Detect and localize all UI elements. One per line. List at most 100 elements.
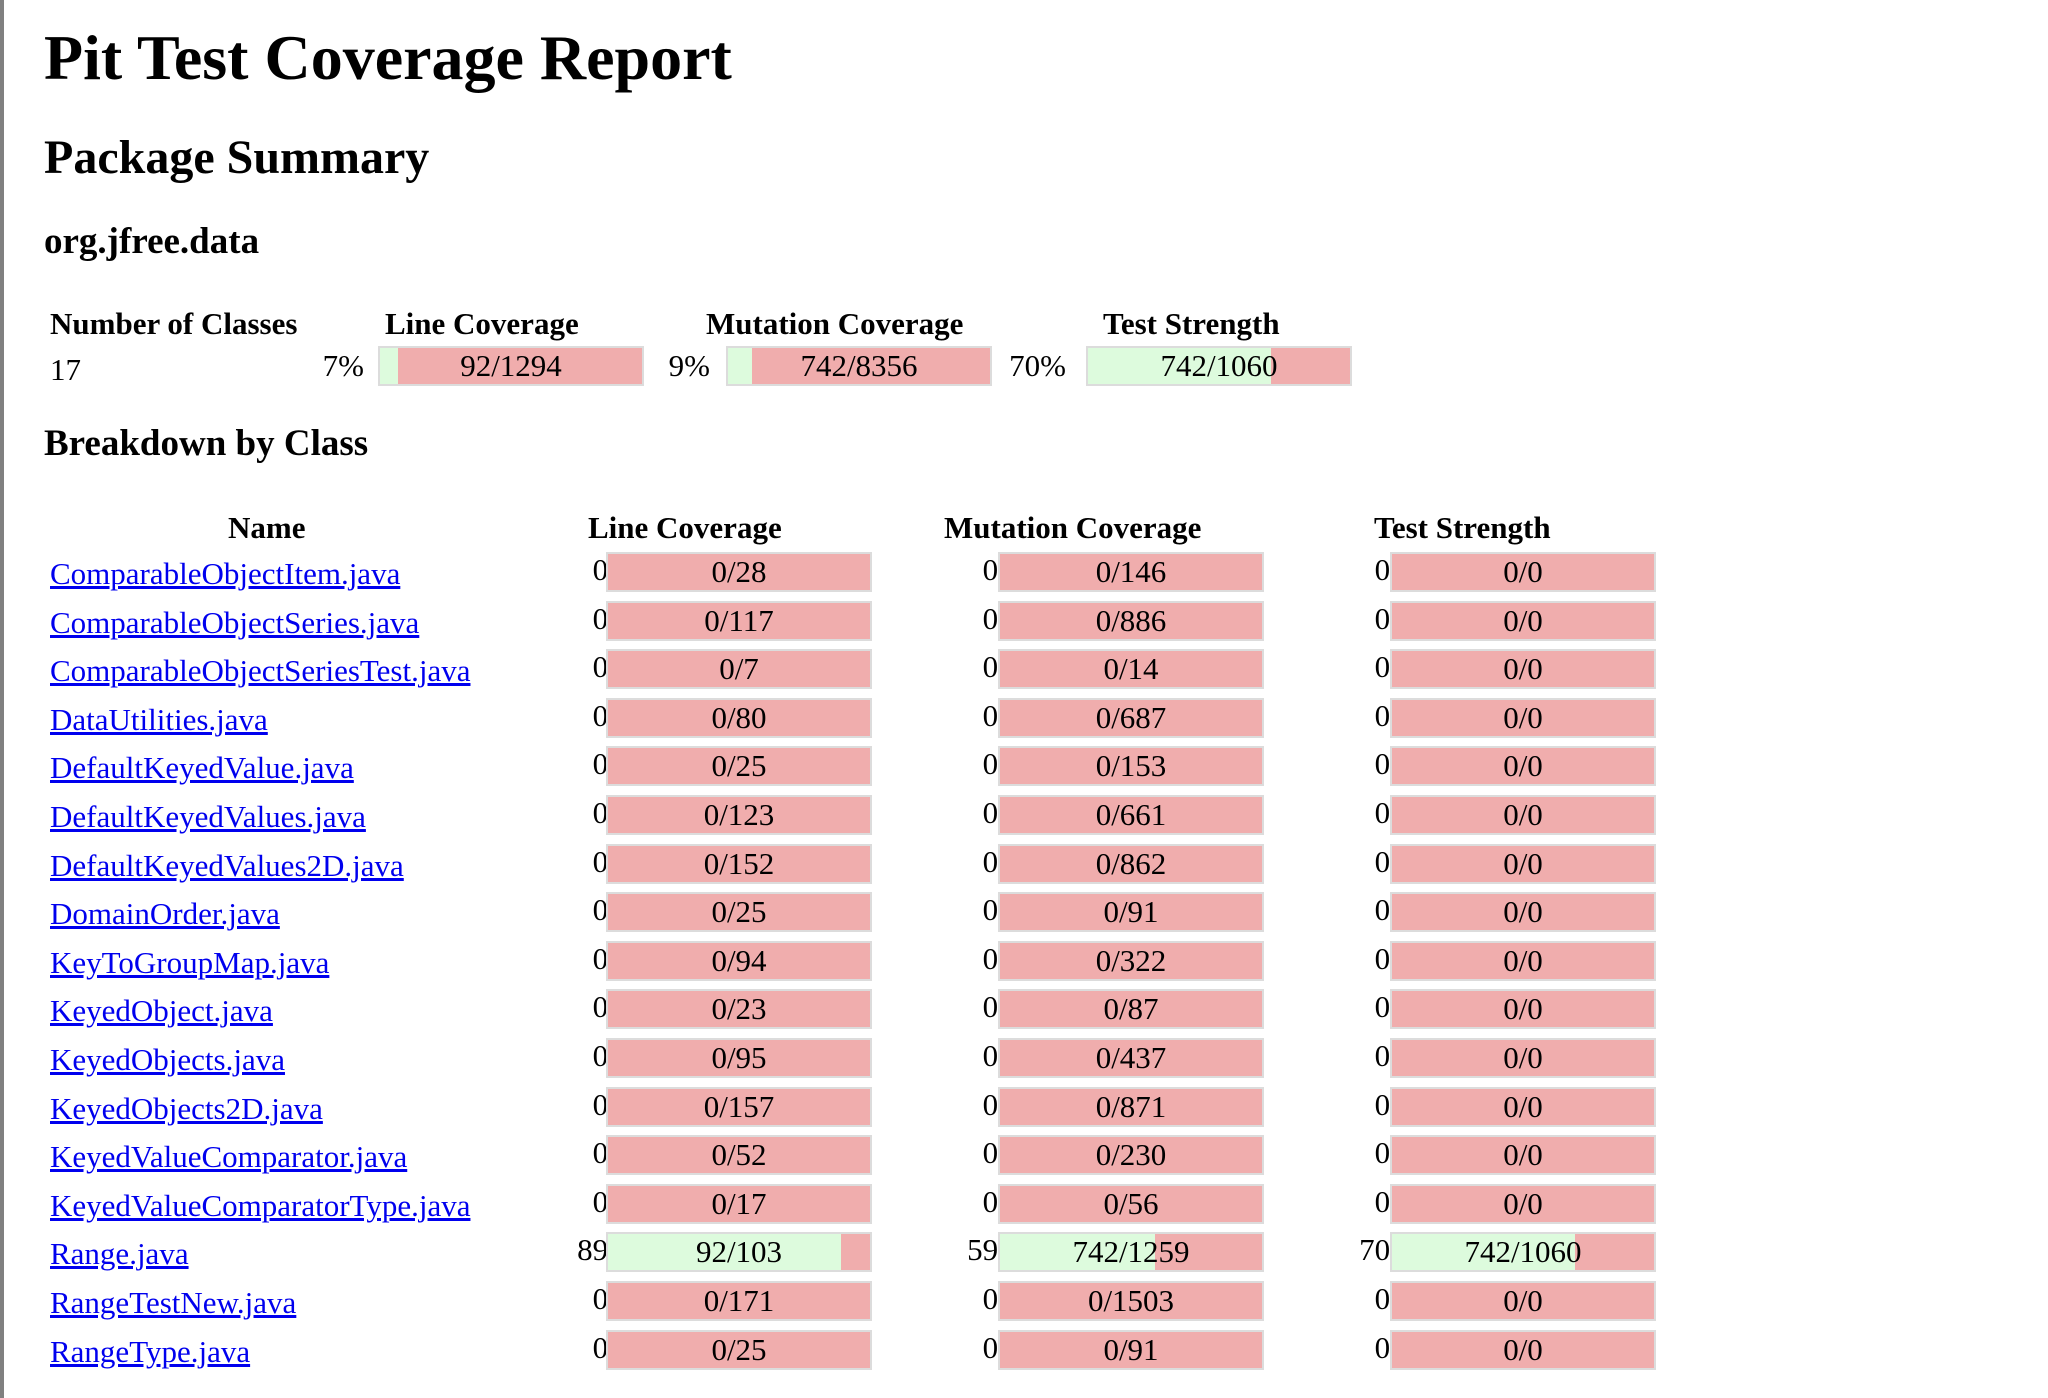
test-strength-bar-fraction: 0/0	[1503, 554, 1543, 589]
summary-mutation-fraction: 742/8356	[800, 348, 918, 383]
test-strength-bar-fraction: 742/1060	[1464, 1234, 1582, 1269]
test-strength-bar-fraction: 0/0	[1503, 1137, 1543, 1172]
mutation-coverage-bar-fraction: 0/14	[1103, 651, 1159, 686]
test-strength-bar-fraction: 0/0	[1503, 1332, 1543, 1367]
line-coverage-bar: 0/7	[606, 649, 872, 689]
line-coverage-bar: 92/103	[606, 1232, 872, 1272]
line-coverage-bar-fraction: 0/94	[711, 943, 767, 978]
line-coverage-bar-fraction: 0/23	[711, 991, 767, 1026]
class-link[interactable]: DefaultKeyedValues.java	[50, 799, 366, 834]
package-name: org.jfree.data	[44, 221, 260, 262]
breakdown-header-line: Line Coverage	[588, 510, 782, 545]
class-link[interactable]: KeyedObjects.java	[50, 1042, 285, 1077]
mutation-coverage-bar-fraction: 0/661	[1095, 797, 1167, 832]
line-coverage-bar: 0/17	[606, 1184, 872, 1224]
class-link[interactable]: RangeTestNew.java	[50, 1285, 297, 1320]
test-strength-bar-fraction: 0/0	[1503, 1089, 1543, 1124]
summary-mutation-bar: 742/8356	[726, 346, 992, 386]
line-coverage-bar-fraction: 92/103	[695, 1234, 783, 1269]
test-strength-bar: 0/0	[1390, 552, 1656, 592]
class-link[interactable]: DataUtilities.java	[50, 702, 268, 737]
mutation-coverage-bar-fraction: 0/153	[1095, 748, 1167, 783]
mutation-coverage-bar-fraction: 0/56	[1103, 1186, 1159, 1221]
line-coverage-bar: 0/52	[606, 1135, 872, 1175]
test-strength-bar-fraction: 0/0	[1503, 894, 1543, 929]
class-link[interactable]: ComparableObjectSeries.java	[50, 605, 420, 640]
mutation-coverage-bar-fraction: 0/886	[1095, 603, 1167, 638]
mutation-coverage-bar-fraction: 0/230	[1095, 1137, 1167, 1172]
mutation-coverage-bar: 0/862	[998, 844, 1264, 884]
test-strength-bar: 742/1060	[1390, 1232, 1656, 1272]
class-link[interactable]: DomainOrder.java	[50, 896, 280, 931]
mutation-coverage-bar: 0/230	[998, 1135, 1264, 1175]
test-strength-bar-fraction: 0/0	[1503, 846, 1543, 881]
line-coverage-bar: 0/23	[606, 989, 872, 1029]
test-strength-bar-fraction: 0/0	[1503, 943, 1543, 978]
line-coverage-bar: 0/25	[606, 892, 872, 932]
mutation-coverage-bar: 0/14	[998, 649, 1264, 689]
test-strength-bar-fraction: 0/0	[1503, 651, 1543, 686]
mutation-coverage-bar-fraction: 0/91	[1103, 1332, 1159, 1367]
class-link[interactable]: KeyToGroupMap.java	[50, 945, 330, 980]
class-link[interactable]: ComparableObjectItem.java	[50, 556, 401, 591]
line-coverage-bar: 0/117	[606, 601, 872, 641]
test-strength-bar-fraction: 0/0	[1503, 1283, 1543, 1318]
page-title: Pit Test Coverage Report	[44, 22, 732, 93]
mutation-coverage-bar-fraction: 0/862	[1095, 846, 1167, 881]
test-strength-bar-fraction: 0/0	[1503, 797, 1543, 832]
line-coverage-bar-fraction: 0/117	[704, 603, 774, 638]
mutation-coverage-bar: 0/153	[998, 746, 1264, 786]
summary-header-line: Line Coverage	[385, 306, 579, 341]
mutation-coverage-bar-fraction: 0/1503	[1087, 1283, 1175, 1318]
mutation-coverage-bar-fraction: 0/871	[1095, 1089, 1167, 1124]
line-coverage-bar-fraction: 0/123	[703, 797, 775, 832]
test-strength-bar-fraction: 0/0	[1503, 991, 1543, 1026]
class-link[interactable]: ComparableObjectSeriesTest.java	[50, 653, 471, 688]
class-link[interactable]: KeyedObject.java	[50, 993, 273, 1028]
test-strength-bar: 0/0	[1390, 1038, 1656, 1078]
mutation-coverage-bar-fraction: 0/91	[1103, 894, 1159, 929]
line-coverage-bar: 0/171	[606, 1281, 872, 1321]
line-coverage-bar: 0/80	[606, 698, 872, 738]
mutation-coverage-bar-fraction: 742/1259	[1072, 1234, 1190, 1269]
summary-strength-bar-fill	[1088, 348, 1272, 384]
summary-header-strength: Test Strength	[1103, 306, 1280, 341]
line-coverage-bar-fraction: 0/80	[711, 700, 767, 735]
breakdown-header-strength: Test Strength	[1374, 510, 1551, 545]
section-title: Package Summary	[44, 131, 430, 184]
class-link[interactable]: DefaultKeyedValue.java	[50, 750, 354, 785]
line-coverage-bar: 0/94	[606, 941, 872, 981]
test-strength-bar: 0/0	[1390, 649, 1656, 689]
mutation-coverage-bar-fraction: 0/687	[1095, 700, 1167, 735]
test-strength-bar: 0/0	[1390, 892, 1656, 932]
test-strength-bar-fraction: 0/0	[1503, 1186, 1543, 1221]
line-coverage-bar: 0/95	[606, 1038, 872, 1078]
test-strength-bar: 0/0	[1390, 844, 1656, 884]
line-coverage-bar: 0/152	[606, 844, 872, 884]
test-strength-bar: 0/0	[1390, 795, 1656, 835]
class-link[interactable]: Range.java	[50, 1236, 189, 1271]
mutation-coverage-bar: 0/146	[998, 552, 1264, 592]
mutation-coverage-bar: 0/871	[998, 1087, 1264, 1127]
class-link[interactable]: RangeType.java	[50, 1334, 251, 1369]
class-link[interactable]: KeyedObjects2D.java	[50, 1091, 323, 1126]
line-coverage-bar-fraction: 0/152	[703, 846, 775, 881]
line-coverage-bar: 0/123	[606, 795, 872, 835]
line-coverage-bar: 0/157	[606, 1087, 872, 1127]
mutation-coverage-bar-fraction: 0/437	[1095, 1040, 1167, 1075]
mutation-coverage-bar: 0/322	[998, 941, 1264, 981]
window-left-edge	[0, 0, 4, 1398]
test-strength-bar: 0/0	[1390, 1184, 1656, 1224]
test-strength-bar-fraction: 0/0	[1503, 748, 1543, 783]
test-strength-bar-fraction: 0/0	[1503, 1040, 1543, 1075]
class-link[interactable]: KeyedValueComparatorType.java	[50, 1188, 471, 1223]
class-link[interactable]: KeyedValueComparator.java	[50, 1139, 408, 1174]
summary-line-bar: 92/1294	[378, 346, 644, 386]
mutation-coverage-bar: 0/687	[998, 698, 1264, 738]
summary-mutation-bar-fill	[728, 348, 752, 384]
breakdown-header-name: Name	[228, 510, 306, 545]
mutation-coverage-bar: 0/437	[998, 1038, 1264, 1078]
mutation-coverage-bar: 0/91	[998, 892, 1264, 932]
class-link[interactable]: DefaultKeyedValues2D.java	[50, 848, 404, 883]
line-coverage-bar-fraction: 0/171	[703, 1283, 775, 1318]
